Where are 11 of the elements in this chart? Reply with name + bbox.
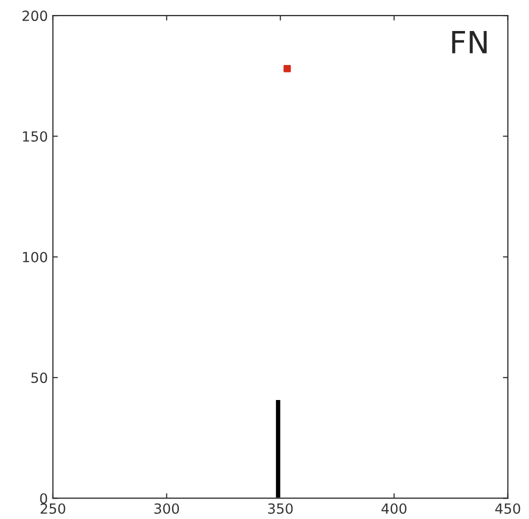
y-tick-label: 100 bbox=[23, 252, 48, 262]
x-tick-label: 450 bbox=[495, 503, 520, 514]
x-tick-label: 250 bbox=[40, 503, 66, 514]
x-tick-label: 350 bbox=[268, 503, 293, 514]
annotation: FN bbox=[452, 30, 487, 54]
y-tick-label: 0 bbox=[40, 493, 48, 504]
y-tick-label: 200 bbox=[22, 10, 48, 22]
y-tick-label: 150 bbox=[23, 131, 48, 142]
x-tick-label: 300 bbox=[154, 503, 179, 514]
x-tick-label: 400 bbox=[382, 503, 406, 514]
y-tick-label: 50 bbox=[31, 372, 48, 384]
